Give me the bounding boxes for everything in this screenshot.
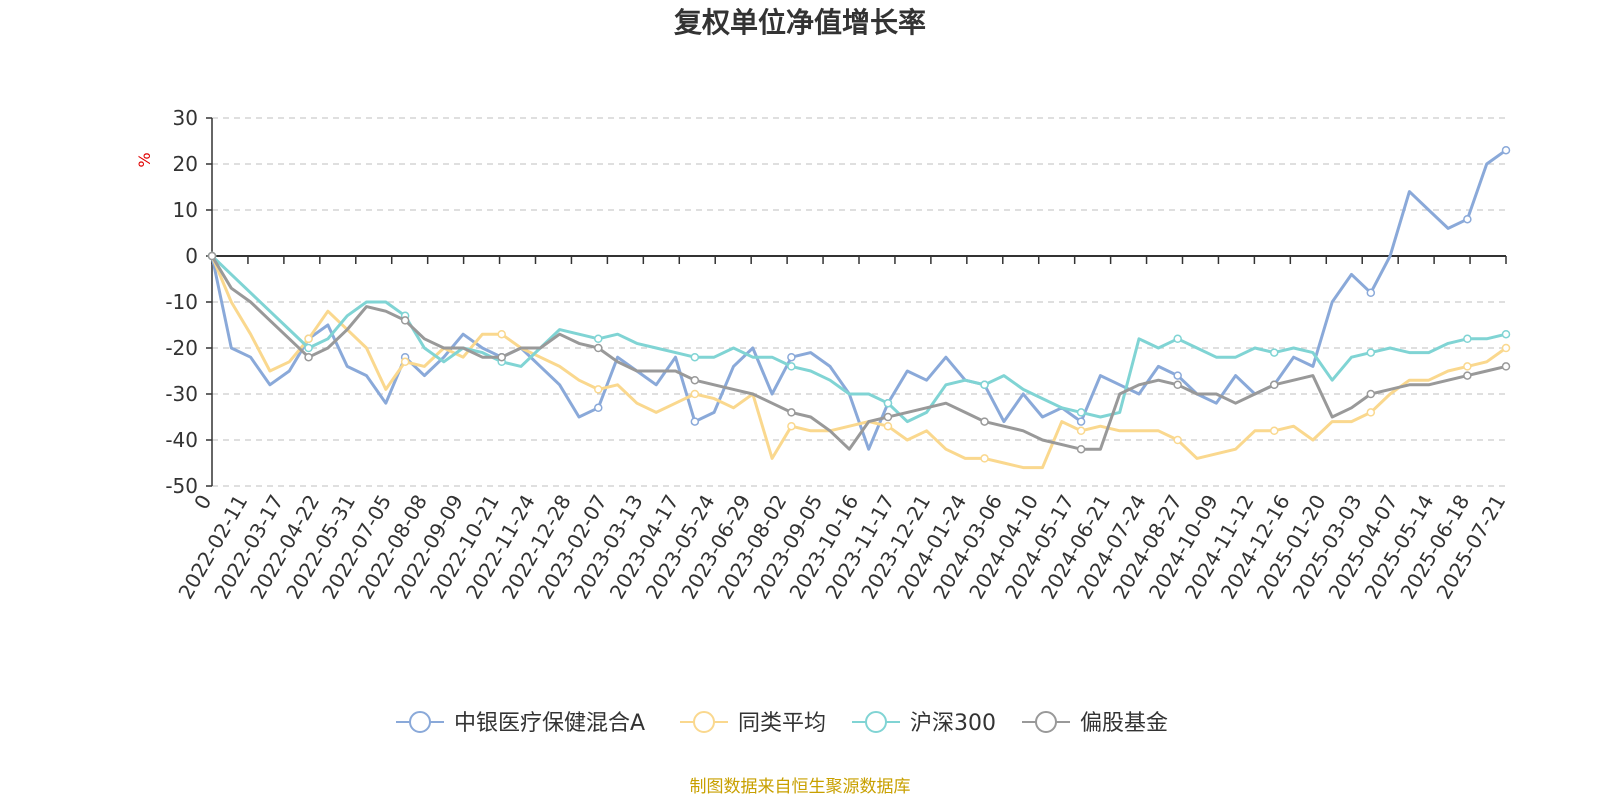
series-point-3 [594, 343, 603, 353]
series-point-2 [980, 380, 989, 390]
series-point-1 [883, 421, 893, 431]
y-axis-unit: % [135, 152, 154, 167]
series-point-3 [980, 417, 989, 426]
legend-marker-2 [865, 711, 887, 733]
series-line-2 [210, 254, 1507, 424]
y-tick-label: 0 [185, 244, 198, 268]
series-point-2 [304, 343, 313, 353]
series-point-1 [1173, 435, 1182, 445]
y-tick-label: -10 [165, 290, 198, 314]
axes [211, 118, 1506, 486]
y-tick-label: 30 [173, 106, 198, 130]
series-point-3 [690, 375, 700, 385]
series-point-3 [787, 408, 796, 417]
series-point-0 [1173, 371, 1182, 380]
series-point-1 [787, 421, 796, 431]
legend-item-0[interactable]: 中银医疗保健混合A [396, 711, 645, 736]
series-point-0 [690, 417, 700, 426]
series-point-1 [497, 329, 506, 339]
series-point-3 [497, 352, 506, 362]
series-line-3 [210, 255, 1507, 451]
series-point-1 [594, 385, 603, 394]
series-point-2 [787, 362, 796, 371]
source-note: 制图数据来自恒生聚源数据库 [690, 777, 911, 797]
series-line-0 [210, 148, 1507, 451]
series-point-1 [1076, 426, 1086, 436]
series-point-1 [304, 334, 313, 344]
series-point-1 [1501, 343, 1511, 353]
series-point-1 [980, 454, 989, 463]
series-point-2 [1463, 334, 1472, 344]
series-point-3 [1269, 380, 1279, 390]
series-point-1 [1269, 426, 1279, 436]
series-point-3 [400, 316, 410, 325]
series-point-0 [787, 352, 796, 362]
series-point-0 [1076, 417, 1086, 426]
series-lines [207, 145, 1511, 470]
series-point-2 [594, 334, 603, 344]
legend-marker-0 [409, 711, 431, 733]
series-point-2 [1501, 329, 1511, 339]
legend-label-1: 同类平均 [738, 711, 826, 736]
series-0 [207, 145, 1511, 451]
series-point-2 [1269, 348, 1279, 357]
y-tick-label: 10 [173, 198, 198, 222]
series-point-3 [1366, 389, 1376, 399]
y-tick-label: -30 [165, 382, 198, 406]
series-point-1 [1463, 362, 1472, 371]
legend-marker-1 [693, 711, 715, 733]
y-tick-label: 20 [173, 152, 198, 176]
series-1 [207, 251, 1511, 470]
legend-marker-3 [1035, 711, 1057, 733]
legend-item-2[interactable]: 沪深300 [852, 711, 996, 736]
series-point-0 [1501, 145, 1511, 155]
y-tick-label: -40 [165, 428, 198, 452]
series-point-0 [594, 403, 603, 413]
y-tick-label: -50 [165, 474, 198, 498]
legend[interactable]: 中银医疗保健混合A 同类平均 沪深300 偏股基金 [396, 711, 1168, 736]
series-point-3 [1173, 380, 1182, 390]
series-point-3 [1501, 362, 1511, 371]
legend-label-0: 中银医疗保健混合A [454, 711, 645, 736]
series-point-3 [304, 352, 313, 362]
series-point-1 [1366, 408, 1376, 417]
series-point-1 [400, 357, 410, 367]
series-point-2 [883, 398, 893, 408]
legend-label-3: 偏股基金 [1080, 711, 1168, 736]
series-point-3 [883, 412, 893, 422]
series-2 [207, 251, 1511, 424]
series-point-3 [1076, 444, 1086, 454]
legend-item-3[interactable]: 偏股基金 [1022, 711, 1168, 736]
series-point-2 [1076, 408, 1086, 417]
series-point-0 [1366, 288, 1376, 298]
series-point-1 [690, 389, 700, 399]
series-point-3 [1463, 371, 1472, 380]
y-axis: 30 20 10 0 -10 -20 -30 -40 -50 [165, 106, 212, 498]
series-line-1 [210, 255, 1507, 470]
chart-title: 复权单位净值增长率 [674, 6, 926, 39]
x-axis: 02022-02-112022-03-172022-04-222022-05-3… [173, 256, 1510, 603]
series-point-0 [1463, 214, 1472, 224]
legend-item-1[interactable]: 同类平均 [680, 711, 826, 736]
series-point-2 [1366, 348, 1376, 357]
legend-label-2: 沪深300 [910, 711, 996, 736]
series-point-2 [1173, 334, 1182, 344]
series-point-2 [690, 352, 700, 362]
x-tick-label: 0 [189, 491, 216, 514]
gridlines [212, 117, 1506, 487]
series-3 [207, 251, 1511, 454]
y-tick-label: -20 [165, 336, 198, 360]
series-point-3 [207, 251, 217, 261]
